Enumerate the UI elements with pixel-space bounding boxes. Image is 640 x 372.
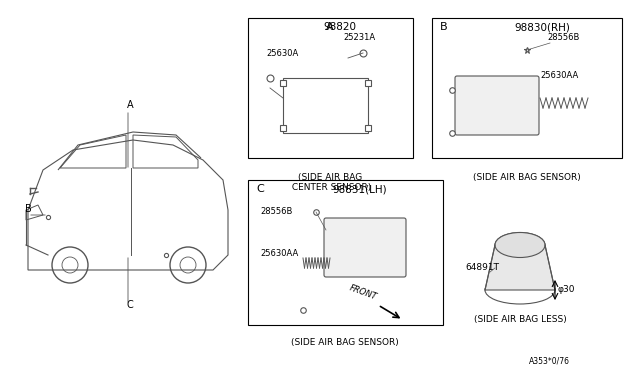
Text: 98831(LH): 98831(LH) [333, 184, 387, 194]
Bar [248, 180, 443, 325]
Text: (SIDE AIR BAG SENSOR): (SIDE AIR BAG SENSOR) [291, 338, 399, 347]
Text: 98820: 98820 [323, 22, 356, 32]
Bar [248, 18, 413, 158]
Text: A: A [127, 100, 133, 110]
Text: FRONT: FRONT [348, 284, 378, 302]
Ellipse shape [495, 232, 545, 257]
Text: 25630A: 25630A [266, 49, 298, 58]
Text: C: C [127, 300, 133, 310]
Text: B: B [440, 22, 447, 32]
Text: 28556B: 28556B [547, 33, 579, 42]
Text: 25231A: 25231A [343, 33, 375, 42]
Text: (SIDE AIR BAG LESS): (SIDE AIR BAG LESS) [474, 315, 566, 324]
Text: A353*0/76: A353*0/76 [529, 356, 570, 365]
Text: (SIDE AIR BAG SENSOR): (SIDE AIR BAG SENSOR) [473, 173, 581, 182]
Bar [432, 18, 622, 158]
Text: C: C [256, 184, 264, 194]
Text: φ30: φ30 [558, 285, 575, 294]
Polygon shape [485, 245, 555, 290]
Text: 25630AA: 25630AA [540, 71, 579, 80]
FancyBboxPatch shape [455, 76, 539, 135]
Text: 98830(RH): 98830(RH) [514, 22, 570, 32]
Text: A: A [326, 22, 334, 32]
Text: 25630AA: 25630AA [260, 249, 298, 258]
Bar [283, 78, 368, 133]
Text: (SIDE AIR BAG
 CENTER SENSOR): (SIDE AIR BAG CENTER SENSOR) [289, 173, 371, 192]
Text: 28556B: 28556B [260, 207, 292, 216]
Text: B: B [25, 204, 32, 214]
FancyBboxPatch shape [324, 218, 406, 277]
Text: 64891T: 64891T [465, 263, 499, 272]
